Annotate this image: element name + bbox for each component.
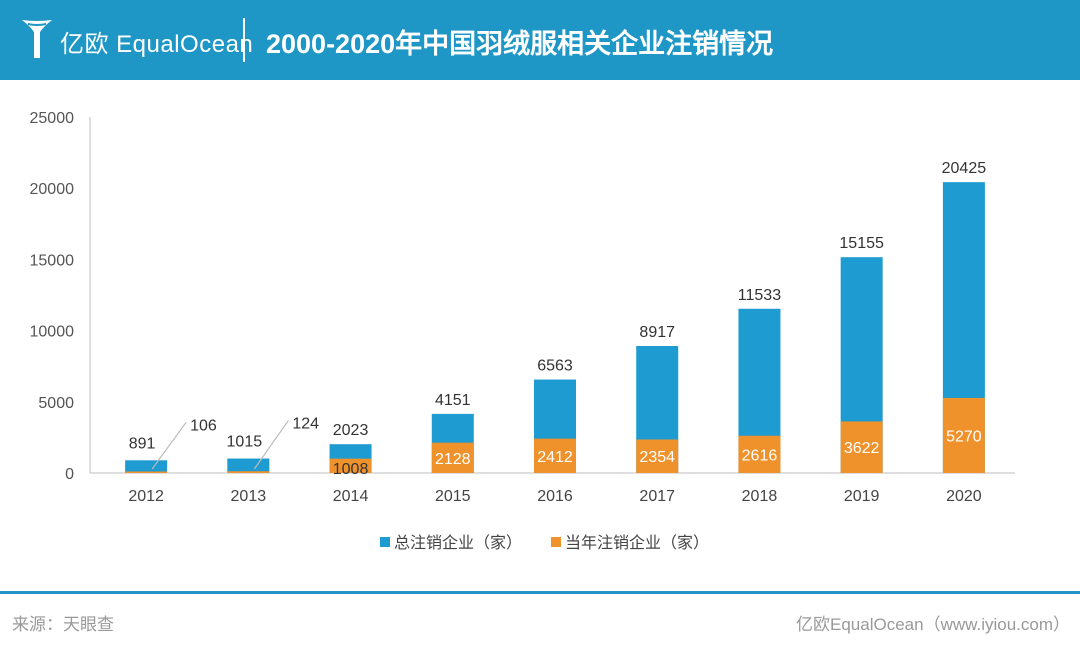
header-bar: 亿欧 EqualOcean 2000-2020年中国羽绒服相关企业注销情况 [0,0,1080,80]
x-tick-label: 2017 [639,488,675,505]
data-label-total: 15155 [839,235,884,252]
bar-chart: 0 5000 10000 15000 20000 25000 2012 2013 2014 201… [30,110,1015,552]
bar-annual [636,439,679,473]
bar-annual [738,435,781,473]
data-label-total: 6563 [537,358,573,375]
x-tick-label: 2020 [946,488,982,505]
legend-label: 当年注销企业（家） [565,534,709,552]
bar-annual [534,438,576,473]
bar-annual [942,397,985,473]
footer-divider [0,591,1080,594]
data-label-annual: 2354 [639,449,675,466]
y-tick-label: 10000 [30,324,75,341]
data-label-total: 1015 [227,434,263,451]
x-tick-label: 2014 [333,488,369,505]
y-tick-label: 20000 [30,181,75,198]
source-note: 来源：天眼查 [12,615,114,634]
equalocean-logo-icon [22,20,52,58]
leader-line [253,420,289,470]
data-label-total: 4151 [435,392,471,409]
y-tick-label: 5000 [38,395,74,412]
x-tick-label: 2016 [537,488,573,505]
bar-total [227,458,270,473]
data-label-total: 891 [129,435,156,452]
legend-swatch [380,537,390,547]
bar-annual [431,442,474,473]
data-label-total: 2023 [333,422,369,439]
logo-text: 亿欧 EqualOcean [60,31,254,58]
header-divider [243,18,245,62]
x-tick-label: 2013 [231,488,267,505]
data-label-total: 8917 [639,324,675,341]
data-label-annual: 5270 [946,428,982,445]
leader-line [151,421,187,470]
legend-swatch [551,537,561,547]
footer-credit: 亿欧EqualOcean（www.iyiou.com） [796,615,1070,634]
x-tick-label: 2018 [742,488,778,505]
y-tick-label: 15000 [30,252,75,269]
bar-total [125,460,168,473]
page-title: 2000-2020年中国羽绒服相关企业注销情况 [266,29,774,59]
bar-annual [840,421,883,473]
data-label-annual: 3622 [844,440,880,457]
data-label-total: 20425 [942,160,987,177]
bar-annual [227,471,270,473]
x-tick-label: 2012 [128,488,164,505]
data-label-annual: 2128 [435,451,471,468]
y-tick-label: 0 [65,466,74,483]
data-label-annual: 1008 [333,461,369,478]
bar-annual [125,471,168,473]
legend-label: 总注销企业（家） [394,534,522,552]
x-tick-label: 2019 [844,488,880,505]
data-label-annual: 2412 [537,449,573,466]
data-label-annual: 106 [190,417,217,434]
bar-annual [329,458,372,473]
data-label-annual: 2616 [742,447,778,464]
y-tick-label: 25000 [30,110,75,127]
x-tick-label: 2015 [435,488,471,505]
data-label-total: 11533 [738,287,781,304]
data-label-annual: 124 [292,416,319,433]
